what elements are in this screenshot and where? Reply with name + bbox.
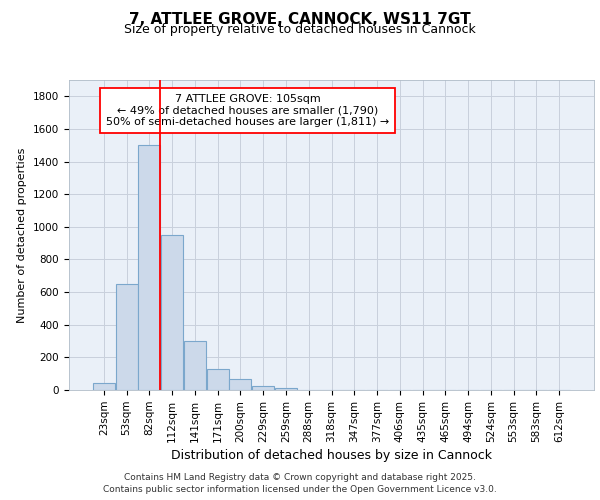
Bar — [252, 386, 274, 390]
Bar — [229, 380, 251, 390]
Bar — [184, 341, 206, 390]
Bar — [116, 284, 138, 390]
Y-axis label: Number of detached properties: Number of detached properties — [17, 148, 28, 322]
Bar — [275, 388, 297, 390]
Text: 7, ATTLEE GROVE, CANNOCK, WS11 7GT: 7, ATTLEE GROVE, CANNOCK, WS11 7GT — [129, 12, 471, 28]
Bar — [93, 384, 115, 390]
X-axis label: Distribution of detached houses by size in Cannock: Distribution of detached houses by size … — [171, 449, 492, 462]
Text: Contains HM Land Registry data © Crown copyright and database right 2025.
Contai: Contains HM Land Registry data © Crown c… — [103, 472, 497, 494]
Bar — [206, 369, 229, 390]
Bar — [161, 235, 183, 390]
Text: 7 ATTLEE GROVE: 105sqm
← 49% of detached houses are smaller (1,790)
50% of semi-: 7 ATTLEE GROVE: 105sqm ← 49% of detached… — [106, 94, 389, 127]
Bar — [139, 146, 160, 390]
Text: Size of property relative to detached houses in Cannock: Size of property relative to detached ho… — [124, 22, 476, 36]
